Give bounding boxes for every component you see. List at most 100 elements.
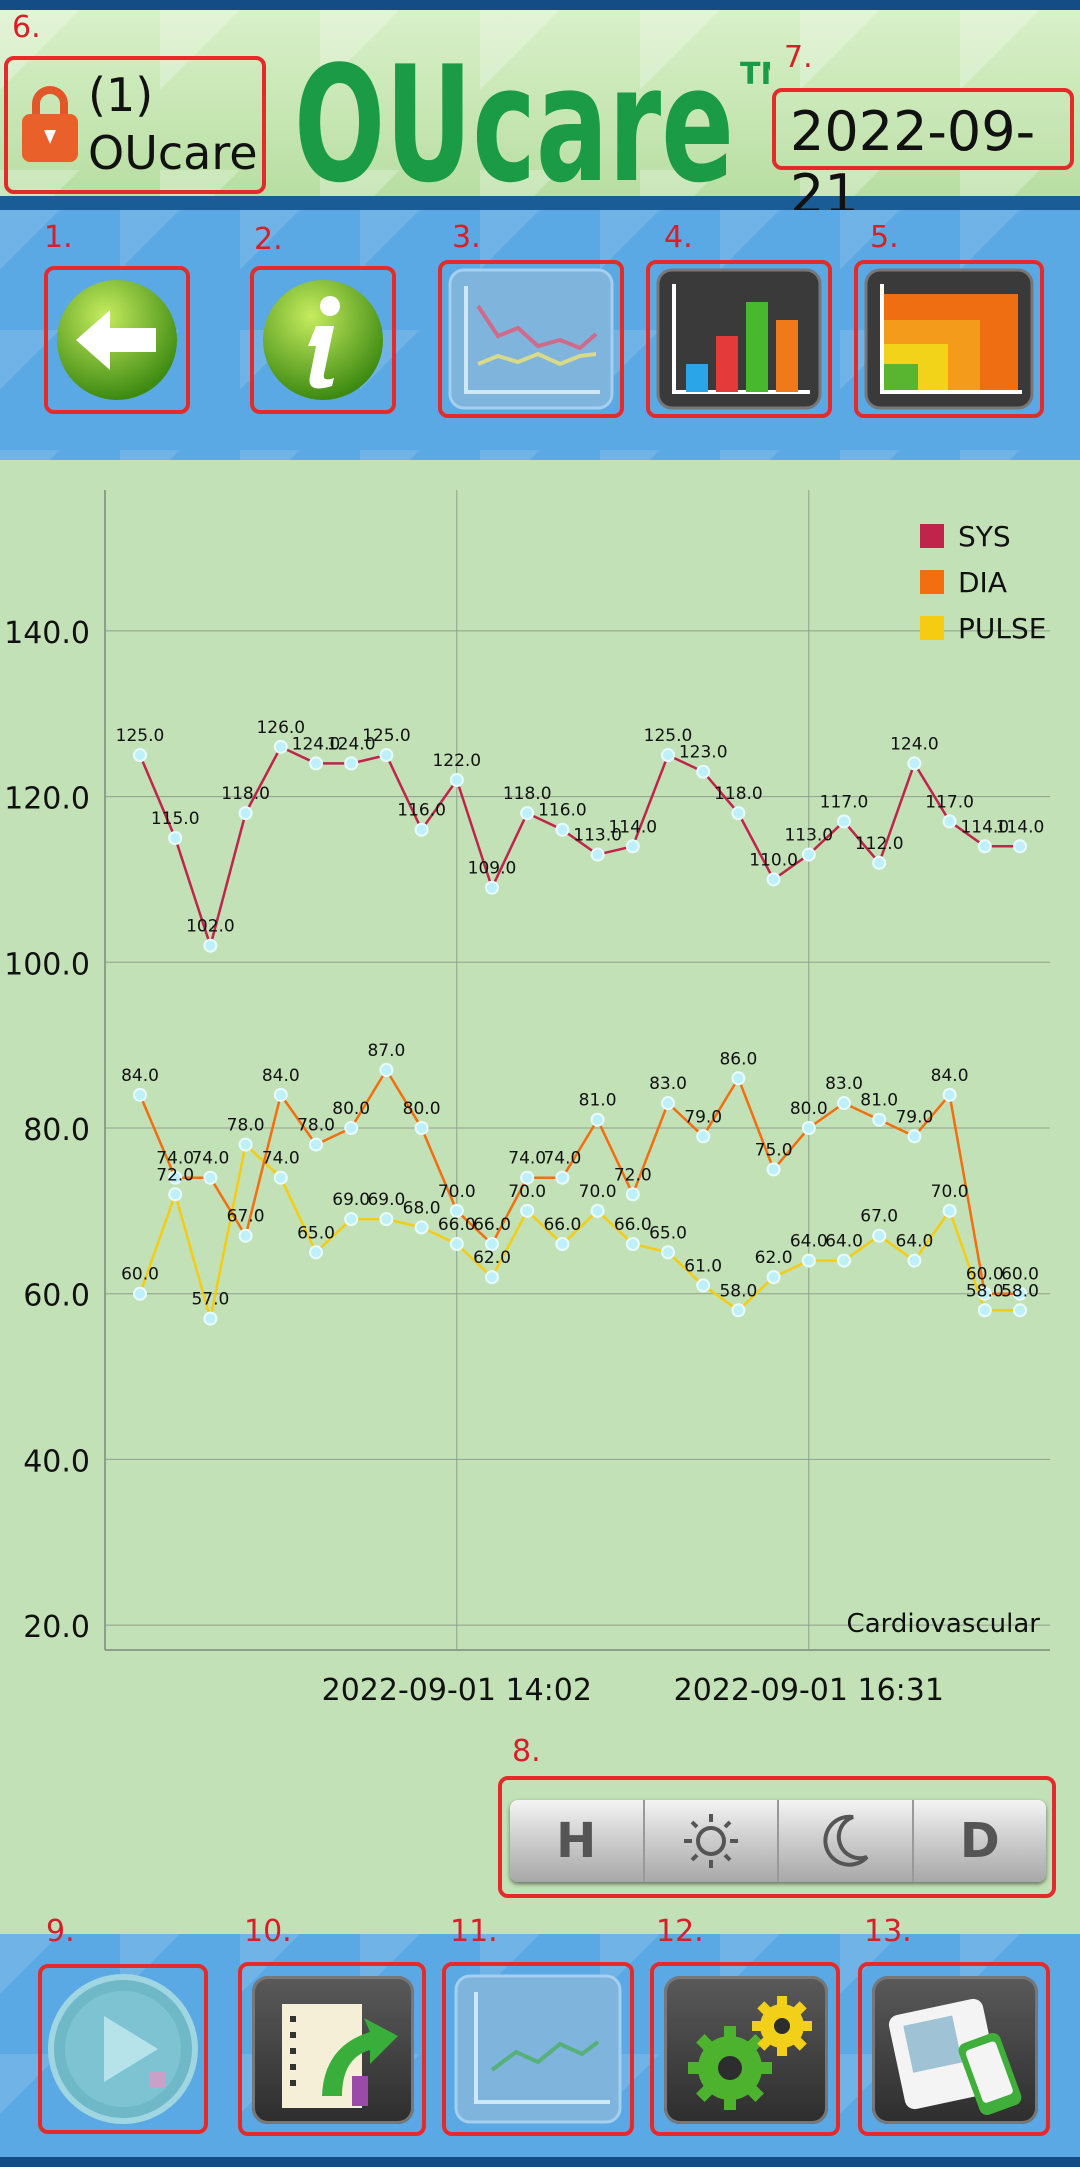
annotation-4: 4. <box>664 220 693 255</box>
annotation-2: 2. <box>254 222 283 257</box>
dia-value-label: 70.0 <box>438 1182 476 1202</box>
export-report-button[interactable] <box>238 1962 426 2136</box>
dia-data-point <box>837 1096 851 1111</box>
dia-data-point <box>414 1121 429 1135</box>
dia-value-label: 84.0 <box>121 1066 159 1086</box>
sys-data-point <box>273 739 288 754</box>
time-filter: H D <box>498 1776 1056 1898</box>
sys-value-label: 114.0 <box>960 817 1009 837</box>
filter-day-total-button[interactable]: D <box>914 1800 1047 1882</box>
settings-button[interactable] <box>650 1962 840 2136</box>
x-tick-label: 2022-09-01 14:02 <box>322 1673 592 1708</box>
back-button[interactable] <box>44 266 190 414</box>
dia-value-label: 80.0 <box>403 1099 441 1119</box>
device-sync-button[interactable] <box>858 1962 1050 2136</box>
export-report-icon <box>282 2004 398 2108</box>
dia-data-point <box>449 1203 464 1218</box>
pulse-data-point <box>379 1212 394 1227</box>
dia-data-point <box>625 1187 640 1202</box>
annotation-1: 1. <box>44 220 73 255</box>
sys-data-point <box>977 839 992 854</box>
dia-data-point <box>696 1129 711 1144</box>
sys-data-point <box>309 756 323 771</box>
line-chart-button[interactable] <box>438 260 624 418</box>
filter-hour-label: H <box>556 1813 597 1869</box>
dia-value-label: 74.0 <box>543 1149 581 1169</box>
dia-data-point <box>238 1228 253 1243</box>
dia-data-point <box>766 1162 781 1177</box>
sys-value-label: 125.0 <box>116 726 165 746</box>
pulse-value-label: 74.0 <box>262 1149 300 1169</box>
dia-data-point <box>520 1170 535 1185</box>
pulse-value-label: 69.0 <box>332 1190 370 1210</box>
pulse-data-point <box>907 1253 922 1268</box>
sys-value-label: 114.0 <box>996 817 1045 837</box>
filter-hour-button[interactable]: H <box>510 1800 645 1882</box>
dia-data-point <box>555 1170 570 1185</box>
sys-value-label: 110.0 <box>749 850 798 870</box>
annotation-6: 6. <box>12 10 41 45</box>
dia-value-label: 78.0 <box>297 1116 335 1136</box>
pulse-value-label: 66.0 <box>438 1215 476 1235</box>
sys-data-point <box>344 756 359 771</box>
pulse-value-label: 65.0 <box>297 1223 335 1243</box>
pulse-value-label: 65.0 <box>649 1223 687 1243</box>
bottom-toolbar: 9. 10. 11. 12. 13. <box>0 1914 1080 2167</box>
annotation-11: 11. <box>450 1914 498 1949</box>
info-button[interactable] <box>250 266 396 414</box>
night-moon-icon <box>823 1814 869 1867</box>
dia-value-label: 79.0 <box>895 1107 933 1127</box>
sys-value-label: 109.0 <box>468 859 517 879</box>
trend-chart-button[interactable] <box>442 1962 634 2136</box>
pulse-data-point <box>414 1220 429 1235</box>
pulse-data-point <box>168 1187 183 1202</box>
y-tick-label: 60.0 <box>23 1279 90 1314</box>
dia-value-label: 67.0 <box>227 1207 265 1227</box>
y-tick-label: 140.0 <box>4 616 90 651</box>
filter-day-button[interactable] <box>645 1800 779 1882</box>
pulse-data-point <box>766 1270 781 1285</box>
pulse-value-label: 72.0 <box>156 1165 194 1185</box>
sys-data-point <box>414 822 429 837</box>
sys-data-point <box>731 806 746 821</box>
chart-annotation: Cardiovascular <box>847 1609 1041 1639</box>
line-chart-icon <box>448 268 614 410</box>
dia-data-point <box>273 1087 288 1102</box>
sys-data-point <box>942 814 957 829</box>
sys-data-point <box>625 839 640 854</box>
pulse-data-point <box>837 1253 851 1268</box>
annotation-10: 10. <box>244 1914 292 1949</box>
sys-value-label: 118.0 <box>221 784 270 804</box>
pulse-value-label: 64.0 <box>790 1232 828 1252</box>
sys-value-label: 117.0 <box>820 792 869 812</box>
trademark-label: TM <box>740 57 770 92</box>
dia-value-label: 60.0 <box>966 1265 1004 1285</box>
legend-label-sys: SYS <box>958 520 1011 553</box>
pulse-value-label: 62.0 <box>755 1248 793 1268</box>
filter-night-button[interactable] <box>779 1800 914 1882</box>
pulse-data-point <box>625 1237 640 1251</box>
area-chart-button[interactable] <box>854 260 1044 418</box>
sys-value-label: 114.0 <box>608 817 657 837</box>
dia-data-point <box>309 1137 323 1152</box>
sys-data-point <box>520 806 535 821</box>
pulse-data-point <box>872 1228 887 1243</box>
pulse-value-label: 69.0 <box>367 1190 405 1210</box>
pulse-value-label: 60.0 <box>121 1265 159 1285</box>
pulse-data-point <box>977 1303 992 1318</box>
sys-data-point <box>1013 839 1027 854</box>
annotation-3: 3. <box>452 220 481 255</box>
user-selector[interactable]: (1) OUcare <box>4 56 266 194</box>
play-button[interactable] <box>38 1964 208 2134</box>
date-display[interactable]: 2022-09-21 <box>772 88 1074 226</box>
sys-value-label: 125.0 <box>362 726 411 746</box>
bar-chart-button[interactable] <box>646 260 832 418</box>
sys-value-label: 124.0 <box>292 734 341 754</box>
pulse-value-label: 62.0 <box>473 1248 511 1268</box>
pulse-value-label: 66.0 <box>614 1215 652 1235</box>
legend-label-pulse: PULSE <box>958 612 1046 645</box>
sys-value-label: 118.0 <box>503 784 552 804</box>
pulse-data-point <box>273 1170 288 1185</box>
sys-value-label: 125.0 <box>644 726 693 746</box>
legend-swatch-dia <box>920 570 944 594</box>
